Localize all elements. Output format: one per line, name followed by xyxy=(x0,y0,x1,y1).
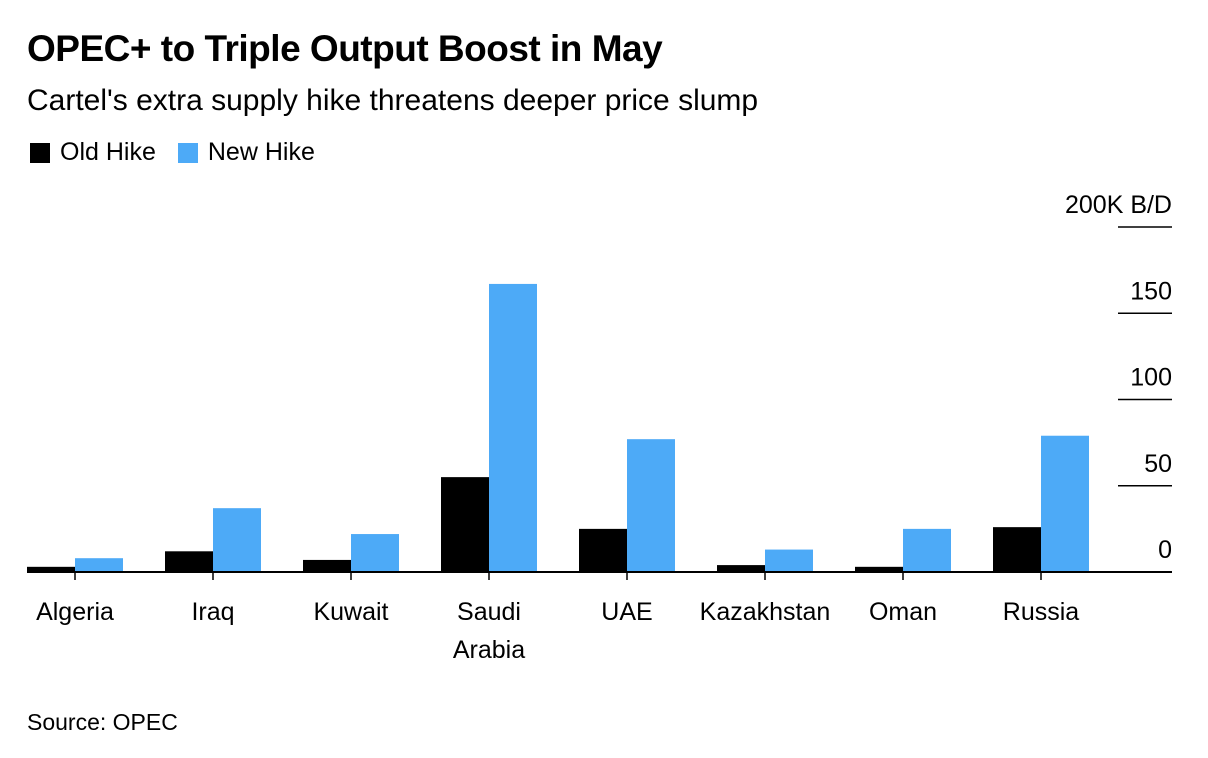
x-tick-label-russia: Russia xyxy=(1003,598,1080,626)
y-tick-label-0: 0 xyxy=(1158,536,1172,564)
bar-new-hike-uae xyxy=(627,439,675,572)
bar-new-hike-iraq xyxy=(213,508,261,572)
bar-old-hike-oman xyxy=(855,566,903,572)
x-tick-label-kuwait: Kuwait xyxy=(313,598,388,626)
x-tick-label-algeria: Algeria xyxy=(36,598,114,626)
legend-swatch-new-hike xyxy=(177,142,198,163)
legend-label-new-hike: New Hike xyxy=(207,138,315,166)
bar-old-hike-kuwait xyxy=(303,559,351,572)
legend-swatch-old-hike xyxy=(30,142,50,163)
y-tick-label-4: 200K B/D xyxy=(1065,191,1172,219)
bar-new-hike-saudi-arabia xyxy=(489,283,537,572)
bar-old-hike-kazakhstan xyxy=(717,565,765,572)
bar-new-hike-oman xyxy=(903,528,951,572)
x-tick-label-uae: UAE xyxy=(601,598,652,626)
bar-chart: 0 50 100 150 200K B/D Algeria Iraq Kuwait Saudi A… xyxy=(27,191,1172,664)
legend: Old Hike New Hike xyxy=(30,138,337,167)
chart-subtitle: Cartel's extra supply hike threatens dee… xyxy=(27,84,759,117)
source-note: Source: OPEC xyxy=(27,709,178,735)
bar-new-hike-algeria xyxy=(75,558,123,572)
bar-old-hike-saudi-arabia xyxy=(441,477,489,572)
bar-new-hike-russia xyxy=(1041,435,1089,572)
legend-item-old-hike: Old Hike xyxy=(30,138,156,167)
bar-old-hike-algeria xyxy=(27,566,75,572)
legend-label-old-hike: Old Hike xyxy=(60,138,156,166)
bar-old-hike-russia xyxy=(993,527,1041,572)
legend-item-new-hike: New Hike xyxy=(177,138,315,167)
y-tick-label-2: 100 xyxy=(1130,364,1172,392)
x-tick-label-oman: Oman xyxy=(869,598,937,626)
bar-new-hike-kazakhstan xyxy=(765,549,813,572)
y-tick-label-3: 150 xyxy=(1130,277,1172,305)
x-tick-label-saudi-arabia-line-0: Saudi xyxy=(457,598,521,626)
bar-old-hike-iraq xyxy=(165,551,213,572)
x-tick-label-iraq: Iraq xyxy=(191,598,234,626)
y-tick-label-1: 50 xyxy=(1144,450,1172,478)
chart-title: OPEC+ to Triple Output Boost in May xyxy=(27,28,663,69)
bar-new-hike-kuwait xyxy=(351,534,399,572)
bar-old-hike-uae xyxy=(579,528,627,572)
x-tick-label-saudi-arabia-line-1: Arabia xyxy=(453,636,525,664)
x-tick-label-kazakhstan: Kazakhstan xyxy=(700,598,831,626)
